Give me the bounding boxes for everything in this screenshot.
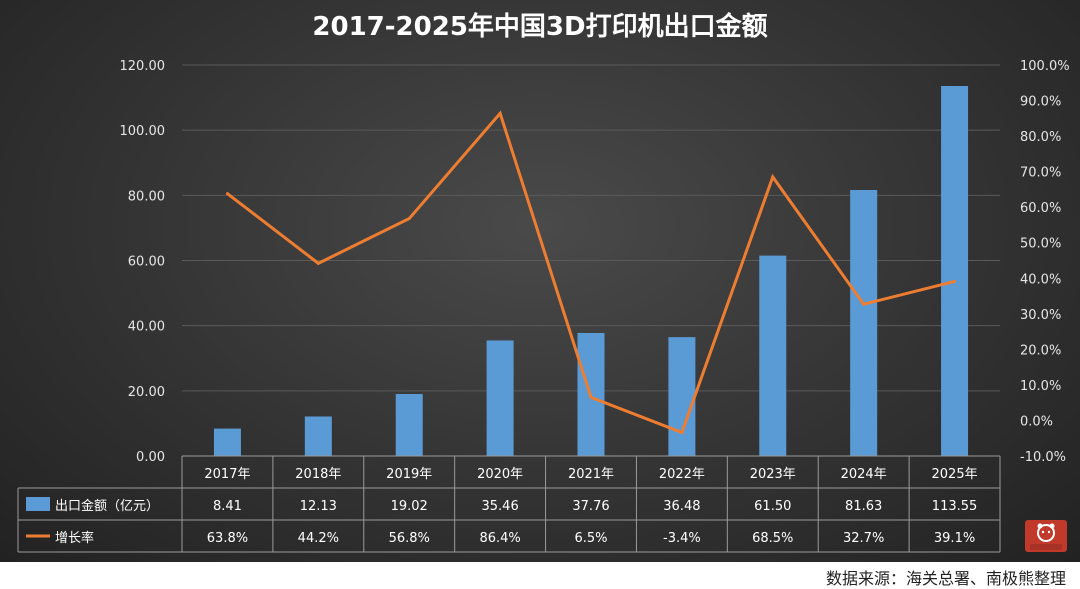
bar-value-label: 36.48 xyxy=(663,499,700,514)
y-right-tick-label: 50.0% xyxy=(1020,237,1061,252)
data-table: 2017年 2018年 2019年 2020年 2021年 2022年 2023年 2024年… xyxy=(17,455,1001,553)
line-point xyxy=(498,111,502,115)
bar-value-label: 19.02 xyxy=(391,499,428,514)
legend-line-label: 增长率 xyxy=(55,530,94,546)
growth-value-label: 63.8% xyxy=(207,531,248,546)
bar xyxy=(304,416,332,456)
y-right-tick-label: 90.0% xyxy=(1020,95,1061,110)
bar xyxy=(941,86,969,457)
y-right-tick-label: 70.0% xyxy=(1020,166,1061,181)
y-left-tick-label: 60.00 xyxy=(128,255,165,270)
y-left-tick-label: 80.00 xyxy=(128,189,165,204)
bar xyxy=(850,190,878,456)
category-label: 2017年 xyxy=(204,467,250,482)
y-right-tick-label: 40.0% xyxy=(1020,272,1061,287)
legend-bar-swatch xyxy=(26,497,50,511)
growth-value-label: -3.4% xyxy=(663,531,701,546)
chart-frame: 2017-2025年中国3D打印机出口金额 0.00 20.00 40.00 60.0… xyxy=(0,0,1080,562)
bar xyxy=(213,428,241,456)
growth-value-label: 39.1% xyxy=(934,531,975,546)
nanjixiong-logo xyxy=(1025,520,1067,552)
bar-value-label: 81.63 xyxy=(845,499,882,514)
legend-bar-label: 出口金额（亿元） xyxy=(55,498,159,514)
bar-value-label: 8.41 xyxy=(213,499,242,514)
y-axis-right: -10.0% 0.0% 10.0% 20.0% 30.0% 40.0% 50.0% 60.0%… xyxy=(1020,59,1070,465)
growth-value-label: 86.4% xyxy=(479,531,520,546)
growth-value-label: 6.5% xyxy=(574,531,607,546)
category-label: 2022年 xyxy=(659,467,705,482)
y-axis-left: 0.00 20.00 40.00 60.00 80.00 100.00 120.00 xyxy=(120,59,166,465)
line-point xyxy=(407,217,411,221)
y-right-tick-label: 10.0% xyxy=(1020,379,1061,394)
line-point xyxy=(589,395,593,399)
growth-value-label: 68.5% xyxy=(752,531,793,546)
bar-series xyxy=(213,86,969,457)
y-left-tick-label: 120.00 xyxy=(120,59,166,74)
y-right-tick-label: -10.0% xyxy=(1020,450,1066,465)
category-label: 2020年 xyxy=(477,467,523,482)
category-label: 2024年 xyxy=(841,467,887,482)
bar-value-label: 61.50 xyxy=(754,499,791,514)
line-point xyxy=(316,261,320,265)
category-label: 2019年 xyxy=(386,467,432,482)
y-left-tick-label: 20.00 xyxy=(128,385,165,400)
y-right-tick-label: 20.0% xyxy=(1020,343,1061,358)
growth-value-label: 32.7% xyxy=(843,531,884,546)
category-label: 2021年 xyxy=(568,467,614,482)
bar-value-label: 37.76 xyxy=(572,499,609,514)
y-left-tick-label: 40.00 xyxy=(128,320,165,335)
bar xyxy=(668,337,696,456)
y-right-tick-label: 30.0% xyxy=(1020,308,1061,323)
growth-value-label: 56.8% xyxy=(389,531,430,546)
bar-value-label: 113.55 xyxy=(932,499,978,514)
category-label: 2023年 xyxy=(750,467,796,482)
chart: 2017-2025年中国3D打印机出口金额 0.00 20.00 40.00 60.0… xyxy=(17,11,1070,553)
gridlines xyxy=(182,64,1000,457)
bar-value-label: 12.13 xyxy=(300,499,337,514)
bar xyxy=(486,340,514,456)
bar-value-label: 35.46 xyxy=(482,499,519,514)
line-series xyxy=(225,110,957,435)
category-label: 2025年 xyxy=(932,467,978,482)
y-left-tick-label: 100.00 xyxy=(120,124,166,139)
category-label: 2018年 xyxy=(295,467,341,482)
y-right-tick-label: 100.0% xyxy=(1020,59,1070,74)
line-point xyxy=(225,192,229,196)
line-point xyxy=(953,279,957,283)
line-point xyxy=(771,175,775,179)
chart-title: 2017-2025年中国3D打印机出口金额 xyxy=(312,11,767,42)
y-right-tick-label: 0.0% xyxy=(1020,414,1053,429)
y-left-tick-label: 0.00 xyxy=(136,450,165,465)
line-point xyxy=(680,431,684,435)
bar xyxy=(759,255,787,456)
line-point xyxy=(862,302,866,306)
y-right-tick-label: 80.0% xyxy=(1020,130,1061,145)
bar xyxy=(395,394,423,456)
source-note: 数据来源：海关总署、南极熊整理 xyxy=(825,569,1066,588)
y-right-tick-label: 60.0% xyxy=(1020,201,1061,216)
growth-value-label: 44.2% xyxy=(298,531,339,546)
